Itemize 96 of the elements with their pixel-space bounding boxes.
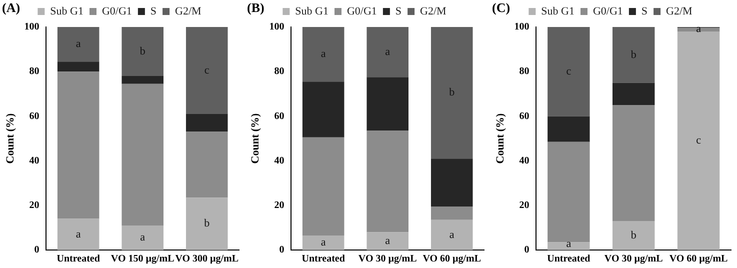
legend-label: G2/M [666, 5, 693, 18]
y-tick-label: 0 [524, 244, 530, 256]
x-tick-label: VO 60 µg/mL [422, 254, 482, 265]
bar [548, 27, 590, 116]
bar [366, 130, 408, 232]
bar [57, 72, 100, 219]
data-label: b [630, 229, 637, 242]
bar [186, 198, 228, 250]
data-label: b [204, 218, 210, 230]
bar [122, 27, 164, 76]
bar [430, 220, 473, 250]
bar [122, 225, 164, 250]
bar [302, 236, 344, 250]
y-tick-label: 20 [274, 200, 284, 211]
bar [548, 242, 590, 250]
x-tick-label: VO 30 µg/mL [604, 254, 664, 265]
data-label: a [320, 48, 326, 60]
y-axis-title: Count (%) [4, 112, 16, 164]
data-label: c [566, 65, 572, 78]
bar [186, 27, 228, 114]
bar [122, 76, 164, 84]
legend-label: S [150, 5, 157, 18]
x-tick-label: VO 150 µg/mL [110, 254, 175, 265]
legend-label: G0/G1 [592, 5, 623, 18]
y-tick-label: 20 [519, 200, 530, 211]
chart-title: (C) [492, 0, 510, 16]
data-label: b [449, 86, 456, 99]
y-tick-label: 60 [274, 110, 284, 122]
legend-label: S [395, 5, 402, 18]
bar [677, 31, 720, 250]
bar [612, 27, 655, 83]
bar [430, 27, 473, 159]
data-label: a [566, 238, 572, 250]
x-tick-label: Untreated [547, 254, 591, 265]
x-tick-label: VO 30 µg/mL [358, 254, 418, 265]
bar [302, 27, 344, 82]
bar [57, 62, 100, 72]
bar [548, 116, 590, 142]
data-label: a [76, 38, 81, 50]
legend-label: Sub G1 [541, 5, 574, 18]
bar [677, 28, 720, 32]
bar [612, 82, 655, 106]
bar [302, 82, 344, 138]
legend-label: G0/G1 [346, 5, 377, 18]
bar [302, 137, 344, 236]
x-tick-label: VO 60 µg/mL [669, 254, 728, 265]
y-axis-title: Count (%) [494, 112, 506, 164]
y-tick-label: 20 [29, 200, 40, 211]
data-label: c [696, 134, 702, 147]
legend-label: G2/M [175, 5, 202, 18]
x-tick-label: VO 300 µg/mL [175, 254, 239, 265]
data-label: a [385, 46, 390, 58]
y-tick-label: 100 [269, 22, 284, 33]
x-tick-label: Untreated [302, 254, 346, 265]
y-axis-title: Count (%) [249, 112, 262, 164]
y-tick-label: 100 [514, 22, 530, 33]
data-label: a [320, 236, 326, 249]
y-tick-label: 60 [519, 110, 530, 122]
data-label: b [630, 48, 637, 61]
bar [430, 158, 473, 207]
chart-title: (B) [247, 0, 264, 16]
x-tick-label: Untreated [56, 254, 100, 265]
bar [366, 27, 408, 78]
y-tick-label: 80 [274, 66, 284, 78]
bar [612, 221, 655, 250]
legend-label: G2/M [420, 5, 447, 18]
y-tick-label: 60 [29, 110, 40, 122]
bar [548, 142, 590, 242]
data-label: c [204, 64, 210, 76]
bar [186, 114, 228, 132]
bar [366, 77, 408, 131]
y-tick-label: 80 [519, 66, 530, 78]
bar [57, 218, 100, 250]
bar [430, 206, 473, 220]
chart-title: (A) [2, 0, 20, 16]
legend-label: G0/G1 [102, 5, 132, 18]
legend-label: Sub G1 [295, 5, 328, 18]
y-tick-label: 40 [519, 155, 530, 166]
data-label: a [76, 228, 81, 240]
y-tick-label: 40 [29, 155, 40, 166]
bar [122, 84, 164, 226]
bar [612, 105, 655, 222]
data-label: a [385, 234, 390, 247]
bar [186, 132, 228, 198]
legend-label: Sub G1 [50, 5, 84, 18]
data-label: b [140, 45, 146, 58]
y-tick-label: 0 [279, 244, 284, 256]
data-label: a [140, 232, 146, 244]
y-tick-label: 100 [24, 22, 40, 33]
y-tick-label: 80 [29, 66, 40, 78]
bar [57, 27, 100, 62]
y-tick-label: 40 [274, 155, 284, 166]
data-label: a [449, 228, 454, 241]
legend-label: S [641, 5, 648, 18]
y-tick-label: 0 [34, 244, 40, 256]
bar [366, 232, 408, 250]
